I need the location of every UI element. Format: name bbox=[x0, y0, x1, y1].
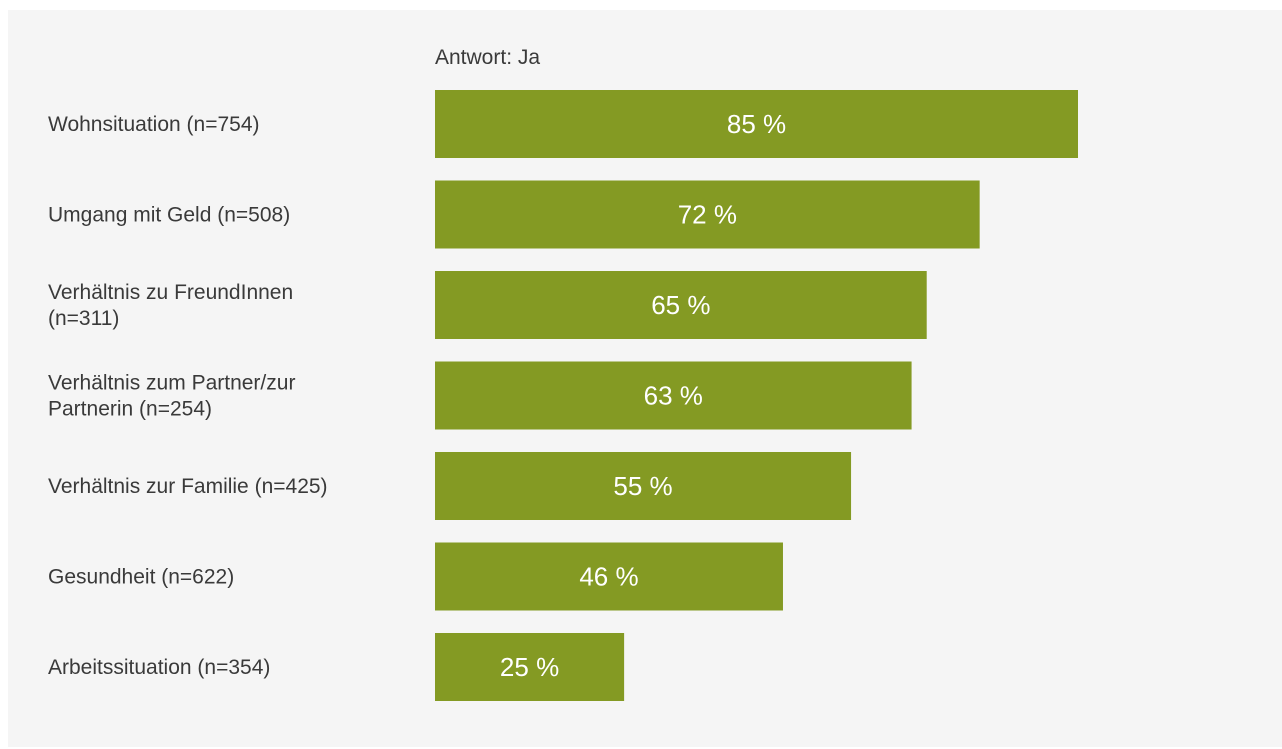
bar bbox=[435, 542, 783, 611]
category-label-line: Gesundheit (n=622) bbox=[48, 566, 234, 589]
bar bbox=[435, 180, 980, 249]
bar-value-label: 65 % bbox=[651, 290, 710, 320]
bar-value-label: 63 % bbox=[644, 381, 703, 411]
category-label: Verhältnis zum Partner/zur Partnerin (n=2… bbox=[48, 372, 295, 421]
bar-value-label: 55 % bbox=[613, 471, 672, 501]
category-label: Wohnsituation (n=754) bbox=[48, 113, 260, 136]
category-label: Verhältnis zu FreundInnen (n=311) bbox=[48, 281, 293, 330]
bar-value-label: 46 % bbox=[579, 562, 638, 592]
category-labels: Wohnsituation (n=754) Umgang mit Geld (n=… bbox=[48, 113, 328, 679]
category-label-line: Partnerin (n=254) bbox=[48, 398, 212, 421]
value-labels: 85 % 72 % 65 % 63 % 55 % 46 % 25 % bbox=[500, 109, 786, 682]
category-label-line: (n=311) bbox=[48, 307, 119, 330]
series-label: Antwort: Ja bbox=[435, 46, 540, 69]
category-label-line: Umgang mit Geld (n=508) bbox=[48, 204, 290, 227]
bar-value-label: 85 % bbox=[727, 109, 786, 139]
category-label: Gesundheit (n=622) bbox=[48, 566, 234, 589]
category-label-line: Verhältnis zur Familie (n=425) bbox=[48, 475, 328, 498]
category-label: Umgang mit Geld (n=508) bbox=[48, 204, 290, 227]
chart-panel: Antwort: Ja Wohnsituation (n=754) Umgang … bbox=[8, 10, 1282, 747]
category-label-line: Wohnsituation (n=754) bbox=[48, 113, 260, 136]
bar bbox=[435, 90, 1078, 158]
category-label: Arbeitssituation (n=354) bbox=[48, 656, 270, 679]
bar bbox=[435, 452, 852, 520]
category-label-line: Verhältnis zu FreundInnen bbox=[48, 281, 293, 304]
bar-chart: Antwort: Ja Wohnsituation (n=754) Umgang … bbox=[48, 46, 1078, 701]
bar bbox=[435, 361, 912, 430]
bar bbox=[435, 271, 927, 339]
bar bbox=[435, 633, 625, 701]
bar-value-label: 25 % bbox=[500, 652, 559, 682]
category-label-line: Verhältnis zum Partner/zur bbox=[48, 372, 295, 395]
category-label-line: Arbeitssituation (n=354) bbox=[48, 656, 270, 679]
bars bbox=[435, 90, 1078, 701]
bar-value-label: 72 % bbox=[678, 200, 737, 230]
category-label: Verhältnis zur Familie (n=425) bbox=[48, 475, 328, 498]
